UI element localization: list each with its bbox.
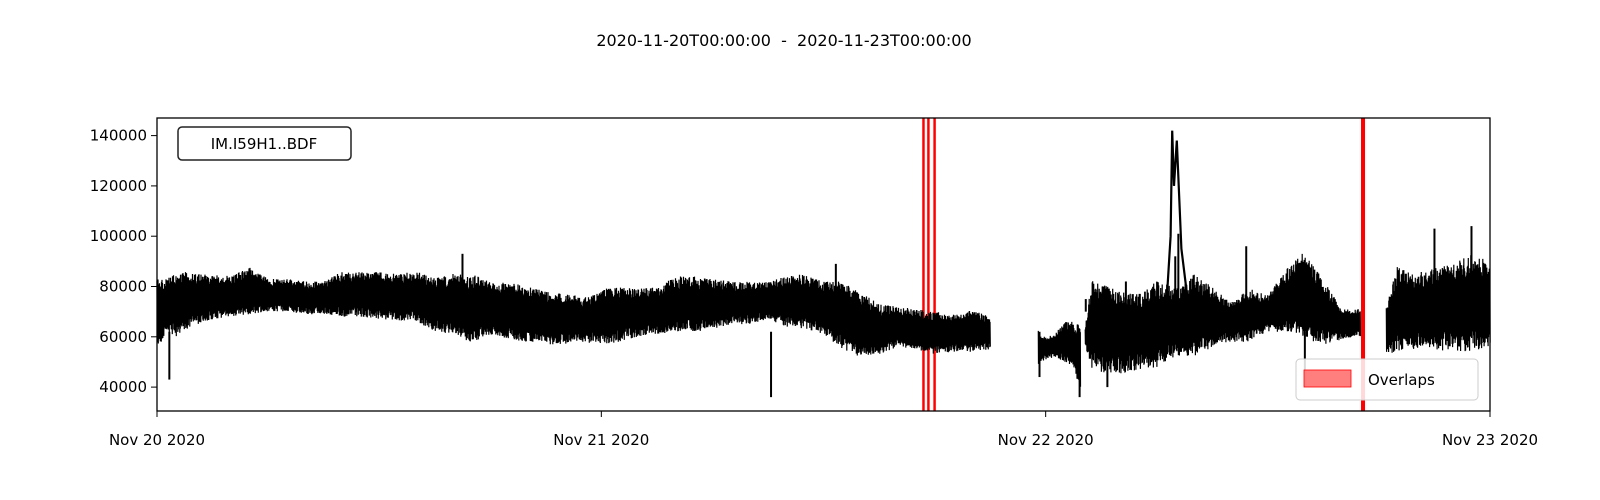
x-tick-label-2: Nov 22 2020 <box>998 431 1094 449</box>
x-tick-label-3: Nov 23 2020 <box>1442 431 1538 449</box>
waveform-trace <box>156 130 1491 398</box>
x-tick-label-1: Nov 21 2020 <box>553 431 649 449</box>
y-tick-label-3: 100000 <box>90 227 147 245</box>
y-tick-label-2: 80000 <box>99 278 147 296</box>
y-tick-label-5: 140000 <box>90 127 147 145</box>
chart-title: 2020-11-20T00:00:00 - 2020-11-23T00:00:0… <box>596 31 971 50</box>
y-tick-label-0: 40000 <box>99 378 147 396</box>
y-tick-label-1: 60000 <box>99 328 147 346</box>
x-axis: Nov 20 2020 Nov 21 2020 Nov 22 2020 Nov 23 … <box>109 411 1538 449</box>
overlap-span-2 <box>933 118 936 411</box>
y-tick-label-4: 120000 <box>90 177 147 195</box>
trace-segment-1 <box>1037 321 1082 387</box>
overlap-span-1 <box>927 118 930 411</box>
y-axis: 40000 60000 80000 100000 120000 140000 <box>90 127 157 396</box>
x-tick-label-0: Nov 20 2020 <box>109 431 205 449</box>
station-label-box: IM.I59H1..BDF <box>177 126 352 161</box>
legend-label-overlaps: Overlaps <box>1368 371 1435 389</box>
plot-frame <box>156 117 1491 412</box>
overlap-spans <box>922 118 1366 411</box>
trace-segment-2 <box>1084 253 1361 374</box>
overlap-span-0 <box>922 118 925 411</box>
trace-peak <box>1164 130 1189 312</box>
legend: Overlaps <box>1295 358 1479 401</box>
trace-segment-4 <box>1385 255 1491 353</box>
station-label: IM.I59H1..BDF <box>211 135 317 153</box>
legend-swatch-overlaps <box>1303 369 1352 388</box>
overlap-span-3 <box>1361 118 1366 411</box>
trace-segment-0 <box>156 267 991 356</box>
